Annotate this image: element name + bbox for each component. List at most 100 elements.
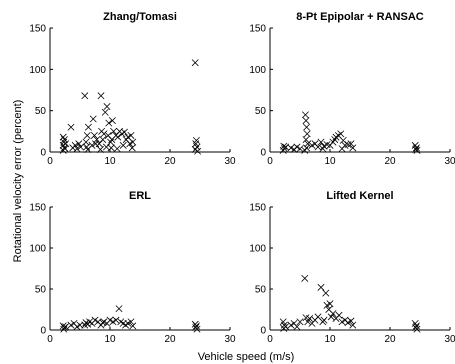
y-tick-label: 50: [35, 106, 47, 117]
data-point: [89, 115, 97, 123]
data-point: [304, 318, 312, 326]
data-point: [103, 103, 111, 111]
data-point: [97, 92, 105, 100]
x-tick-label: 10: [104, 156, 116, 167]
data-point: [322, 289, 330, 297]
data-point: [338, 145, 346, 153]
data-point: [107, 138, 115, 146]
data-point: [67, 123, 75, 131]
data-point: [113, 145, 121, 153]
x-tick-label: 30: [224, 334, 236, 345]
data-point: [282, 323, 290, 331]
data-point: [96, 146, 104, 154]
data-point: [107, 144, 115, 152]
y-tick-label: 0: [40, 326, 46, 337]
data-point: [347, 317, 355, 325]
data-point: [304, 140, 312, 148]
data-point: [296, 145, 304, 153]
panel-title: ERL: [129, 190, 151, 202]
y-tick-label: 50: [255, 285, 267, 296]
data-point: [88, 141, 96, 149]
x-tick-label: 20: [384, 156, 396, 167]
data-point: [293, 323, 301, 331]
data-point: [93, 136, 101, 144]
y-tick-label: 150: [249, 203, 266, 214]
x-tick-label: 10: [324, 156, 336, 167]
x-tick-label: 0: [47, 334, 53, 345]
data-point: [194, 147, 202, 155]
data-point: [327, 313, 335, 321]
data-point: [129, 322, 137, 330]
data-point: [81, 92, 89, 100]
panel-3: ERL 0 50 100 150 0 10 20 30: [29, 190, 236, 345]
data-point: [329, 310, 337, 318]
data-point: [302, 136, 310, 144]
data-point: [306, 315, 314, 323]
data-point: [100, 130, 108, 138]
x-axis-label: Vehicle speed (m/s): [198, 351, 295, 363]
y-tick-label: 50: [35, 285, 47, 296]
data-point: [110, 127, 118, 135]
data-point: [90, 131, 98, 139]
x-tick-label: 20: [384, 334, 396, 345]
data-point: [191, 59, 199, 67]
data-point: [83, 131, 91, 139]
x-tick-label: 30: [444, 334, 455, 345]
y-tick-label: 50: [255, 106, 267, 117]
x-tick-label: 10: [104, 334, 116, 345]
data-point: [127, 131, 135, 139]
panel-title: Zhang/Tomasi: [103, 11, 177, 23]
data-point: [112, 316, 120, 324]
data-point: [413, 146, 421, 154]
data-point: [337, 130, 345, 138]
data-point: [119, 141, 127, 149]
data-point: [413, 325, 421, 333]
data-point: [347, 140, 355, 148]
data-point: [279, 146, 287, 154]
x-tick-label: 0: [267, 156, 273, 167]
data-point: [303, 123, 311, 131]
data-point: [320, 316, 328, 324]
data-point: [349, 321, 357, 329]
data-point: [335, 311, 343, 319]
y-tick-label: 0: [260, 326, 266, 337]
y-tick-label: 100: [249, 244, 266, 255]
data-point: [62, 323, 70, 331]
x-tick-label: 20: [164, 334, 176, 345]
data-point: [84, 123, 92, 131]
data-point: [99, 136, 107, 144]
data-point: [129, 138, 137, 146]
data-point: [60, 136, 68, 144]
data-point: [128, 144, 136, 152]
y-tick-label: 0: [40, 148, 46, 159]
y-axis-label: Rotational velocity error (percent): [12, 100, 24, 263]
x-tick-label: 30: [444, 156, 455, 167]
data-point: [317, 138, 325, 146]
data-point: [75, 140, 83, 148]
x-tick-label: 0: [47, 156, 53, 167]
data-point: [349, 144, 357, 152]
y-tick-label: 100: [249, 65, 266, 76]
data-point: [92, 140, 100, 148]
y-tick-label: 150: [29, 24, 46, 35]
data-point: [314, 143, 322, 151]
data-point: [115, 305, 123, 313]
x-tick-label: 10: [324, 334, 336, 345]
data-point: [114, 133, 122, 141]
data-point: [193, 325, 201, 333]
data-point: [301, 274, 309, 282]
data-point: [296, 318, 304, 326]
data-point: [303, 130, 311, 138]
y-tick-label: 150: [249, 24, 266, 35]
data-point: [127, 318, 135, 326]
data-point: [101, 108, 109, 116]
y-tick-label: 0: [260, 148, 266, 159]
panel-2: 8-Pt Epipolar + RANSAC 0 50 100 150 0 10 20 30: [249, 11, 455, 167]
data-point: [108, 117, 116, 125]
data-point: [301, 146, 309, 154]
x-tick-label: 30: [224, 156, 236, 167]
y-tick-label: 150: [29, 203, 46, 214]
data-point: [71, 141, 79, 149]
data-point: [339, 136, 347, 144]
